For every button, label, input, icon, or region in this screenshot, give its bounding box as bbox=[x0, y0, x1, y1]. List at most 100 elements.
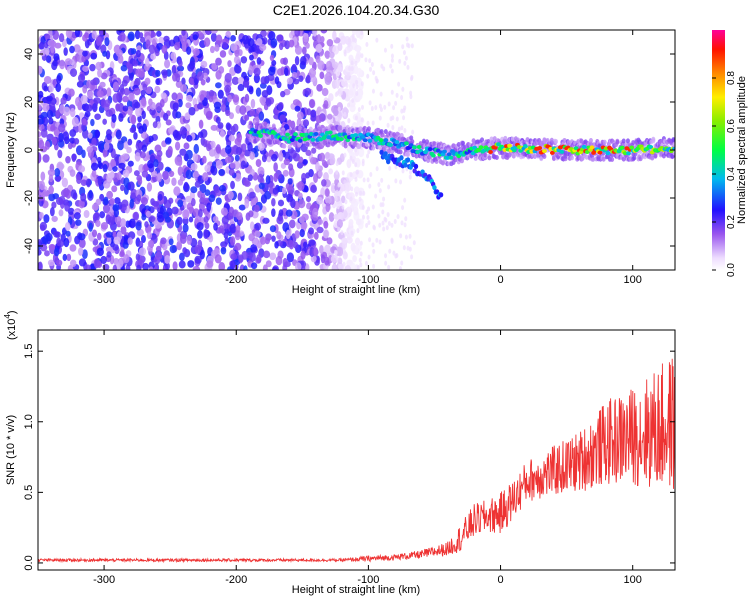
heatmap-cell bbox=[378, 103, 382, 109]
heatmap-cell bbox=[158, 36, 165, 45]
heatmap-cell bbox=[402, 115, 406, 121]
heatmap-cell bbox=[325, 202, 331, 213]
heatmap-cell bbox=[46, 109, 54, 119]
heatmap-cell bbox=[489, 136, 494, 142]
heatmap-cell bbox=[339, 183, 347, 192]
heatmap-cell bbox=[208, 194, 216, 203]
heatmap-cell bbox=[99, 211, 106, 219]
heatmap-cell bbox=[283, 137, 289, 142]
heatmap-cell bbox=[351, 159, 355, 165]
heatmap-cell bbox=[94, 129, 100, 139]
colorbar: 0.0 0.2 0.4 0.6 0.8 Normalized spectral ampl… bbox=[712, 30, 748, 277]
heatmap-cell bbox=[333, 170, 340, 180]
heatmap-cell bbox=[148, 44, 156, 54]
heatmap-cell bbox=[190, 186, 198, 194]
snr-x-ticks: -300 -200 -100 0 100 bbox=[93, 330, 642, 586]
heatmap-cell bbox=[38, 239, 42, 246]
heatmap-cell bbox=[354, 147, 358, 153]
heatmap-cell bbox=[249, 108, 256, 117]
heatmap-cell bbox=[238, 204, 246, 211]
heatmap-cell bbox=[48, 83, 54, 93]
heatmap-cell bbox=[362, 177, 366, 183]
heatmap-cell bbox=[249, 151, 256, 160]
heatmap-cell bbox=[161, 69, 168, 76]
heatmap-cell bbox=[138, 247, 147, 256]
heatmap-cell bbox=[133, 170, 140, 177]
heatmap-cell bbox=[123, 254, 130, 264]
heatmap-cell bbox=[38, 41, 45, 50]
heatmap-cell bbox=[169, 245, 177, 254]
x-tick-label: 0 bbox=[497, 574, 503, 586]
heatmap-cell bbox=[308, 67, 317, 78]
heatmap-cell bbox=[168, 238, 174, 246]
heatmap-cell bbox=[232, 94, 240, 103]
heatmap-cell bbox=[223, 231, 229, 239]
heatmap-cell bbox=[261, 154, 267, 163]
heatmap-cell bbox=[588, 138, 593, 144]
heatmap-cell bbox=[250, 262, 258, 270]
heatmap-cell bbox=[92, 212, 100, 222]
heatmap-cell bbox=[177, 199, 184, 208]
heatmap-cell bbox=[404, 141, 409, 146]
heatmap-cell bbox=[254, 204, 260, 213]
heatmap-cell bbox=[401, 44, 405, 50]
heatmap-cell bbox=[225, 30, 231, 38]
heatmap-cell bbox=[215, 70, 222, 80]
heatmap-cell bbox=[243, 180, 251, 187]
heatmap-cell bbox=[316, 84, 323, 92]
heatmap-cell bbox=[255, 256, 262, 264]
heatmap-cell bbox=[355, 53, 361, 63]
heatmap-cell bbox=[45, 233, 53, 242]
heatmap-cells bbox=[38, 30, 675, 270]
heatmap-cell bbox=[360, 30, 364, 36]
heatmap-cell bbox=[254, 222, 262, 231]
heatmap-cell bbox=[672, 141, 675, 147]
heatmap-cell bbox=[205, 111, 213, 121]
x-tick-label: -100 bbox=[357, 274, 379, 286]
heatmap-cell bbox=[42, 154, 50, 163]
heatmap-cell bbox=[446, 152, 452, 157]
heatmap-cell bbox=[344, 231, 348, 237]
heatmap-cell bbox=[300, 221, 308, 230]
heatmap-cell bbox=[350, 60, 354, 66]
heatmap-cell bbox=[233, 55, 241, 65]
heatmap-cell bbox=[371, 242, 375, 248]
heatmap-cell bbox=[64, 202, 71, 212]
heatmap-cell bbox=[286, 252, 295, 263]
heatmap-cell bbox=[198, 208, 203, 218]
heatmap-cell bbox=[248, 210, 254, 218]
heatmap-cell bbox=[247, 174, 253, 182]
heatmap-cell bbox=[164, 255, 171, 264]
heatmap-cell bbox=[440, 160, 445, 166]
heatmap-cell bbox=[190, 237, 198, 248]
heatmap-cell bbox=[58, 33, 65, 43]
heatmap-cell bbox=[97, 160, 102, 169]
heatmap-cell bbox=[237, 76, 245, 85]
heatmap-cell bbox=[64, 58, 73, 66]
heatmap-cell bbox=[406, 245, 410, 251]
heatmap-cell bbox=[234, 242, 242, 251]
heatmap-cell bbox=[282, 257, 288, 268]
heatmap-cell bbox=[134, 152, 141, 162]
heatmap-cell bbox=[348, 66, 352, 72]
heatmap-cell bbox=[194, 180, 201, 188]
heatmap-cell bbox=[350, 230, 354, 236]
heatmap-cell bbox=[123, 234, 129, 245]
heatmap-cell bbox=[303, 36, 309, 43]
heatmap-cell bbox=[250, 98, 256, 109]
heatmap-cell bbox=[128, 92, 135, 102]
heatmap-cell bbox=[208, 234, 214, 243]
heatmap-cell bbox=[366, 73, 370, 79]
heatmap-cell bbox=[343, 152, 347, 158]
heatmap-cell bbox=[109, 172, 115, 179]
heatmap-cell bbox=[302, 119, 310, 127]
heatmap-cell bbox=[350, 262, 356, 270]
heatmap-cell bbox=[80, 179, 87, 186]
heatmap-cell bbox=[138, 125, 144, 134]
heatmap-cell bbox=[312, 30, 318, 37]
heatmap-cell bbox=[297, 138, 303, 143]
heatmap-cell bbox=[331, 263, 338, 270]
heatmap-cell bbox=[234, 49, 240, 57]
